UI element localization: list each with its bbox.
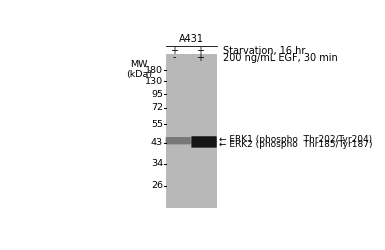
Text: 26: 26 <box>151 182 163 190</box>
Text: 55: 55 <box>151 120 163 129</box>
FancyBboxPatch shape <box>166 137 191 144</box>
Text: -: - <box>172 52 176 62</box>
Text: 130: 130 <box>145 76 163 86</box>
Text: 95: 95 <box>151 90 163 99</box>
Bar <box>166 54 217 208</box>
Text: 43: 43 <box>151 138 163 147</box>
Text: MW
(kDa): MW (kDa) <box>126 60 152 79</box>
Text: +: + <box>196 52 204 62</box>
Text: 180: 180 <box>145 66 163 75</box>
Text: ← ERK2 (phospho  Thr185/Tyr187): ← ERK2 (phospho Thr185/Tyr187) <box>219 140 372 149</box>
FancyBboxPatch shape <box>191 142 217 148</box>
Text: 200 ng/mL EGF, 30 min: 200 ng/mL EGF, 30 min <box>223 52 337 62</box>
Text: +: + <box>170 46 178 56</box>
Text: 34: 34 <box>151 159 163 168</box>
Text: +: + <box>196 46 204 56</box>
FancyBboxPatch shape <box>191 136 217 142</box>
Text: A431: A431 <box>179 34 204 44</box>
Text: 72: 72 <box>151 104 163 112</box>
Text: ← ERK1 (phospho  Thr202/Tyr204): ← ERK1 (phospho Thr202/Tyr204) <box>219 135 372 144</box>
Text: Starvation, 16 hr: Starvation, 16 hr <box>223 46 305 56</box>
